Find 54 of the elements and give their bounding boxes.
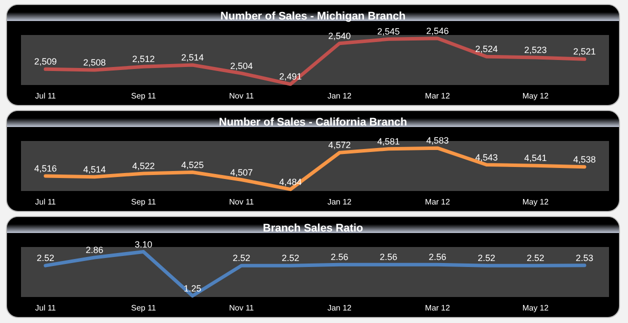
data-label: 2.52 <box>232 253 250 264</box>
chart-title: Branch Sales Ratio <box>262 222 364 234</box>
data-label: 2,546 <box>426 26 449 36</box>
data-label: 2,508 <box>83 58 106 68</box>
data-label: 2,521 <box>573 46 596 57</box>
chart-title: Number of Sales - Michigan Branch <box>220 10 406 22</box>
x-tick-label: Mar 12 <box>425 92 450 100</box>
data-label: 2,504 <box>230 60 253 71</box>
data-label: 2.56 <box>428 252 446 262</box>
x-tick-label: May 12 <box>522 198 550 206</box>
x-tick-label: Jul 11 <box>35 92 56 100</box>
data-label: 2.53 <box>576 252 594 263</box>
x-tick-label: Jul 11 <box>35 304 56 312</box>
x-tick-label: Jan 12 <box>327 92 352 100</box>
data-label: 4,543 <box>475 152 498 162</box>
data-label: 2,514 <box>181 52 204 62</box>
data-label: 2,524 <box>475 44 498 54</box>
data-label: 4,507 <box>230 167 253 178</box>
data-label: 4,516 <box>34 164 57 174</box>
x-tick-label: Mar 12 <box>425 198 450 206</box>
data-label: 3.10 <box>134 239 152 250</box>
x-tick-label: Nov 11 <box>229 92 254 100</box>
data-label: 4,538 <box>573 154 596 164</box>
data-label: 2.56 <box>330 252 348 262</box>
x-tick-label: Nov 11 <box>229 198 254 206</box>
data-label: 2.52 <box>36 253 54 264</box>
x-tick-label: Jan 12 <box>327 198 352 206</box>
data-label: 4,581 <box>377 136 400 146</box>
data-label: 2.86 <box>86 244 104 255</box>
chart-title: Number of Sales - California Branch <box>218 116 408 128</box>
data-label: 4,541 <box>524 153 547 164</box>
data-label: 2,523 <box>524 45 547 55</box>
x-tick-label: May 12 <box>522 304 550 312</box>
data-label: 2,545 <box>377 26 400 37</box>
data-label: 4,525 <box>181 160 204 170</box>
x-tick-label: Sep 11 <box>131 92 156 100</box>
data-label: 2.52 <box>282 253 300 264</box>
x-tick-label: Nov 11 <box>229 304 254 312</box>
data-label: 2,512 <box>132 54 155 64</box>
x-tick-label: Jan 12 <box>327 304 352 312</box>
x-tick-label: May 12 <box>522 92 550 100</box>
data-label: 4,583 <box>426 136 449 146</box>
data-label: 4,522 <box>132 161 155 171</box>
x-tick-label: Jul 11 <box>35 198 56 206</box>
data-label: 4,514 <box>83 164 106 174</box>
data-label: 2,540 <box>328 30 351 41</box>
x-tick-label: Mar 12 <box>425 304 450 312</box>
x-tick-label: Sep 11 <box>131 304 156 312</box>
x-tick-label: Sep 11 <box>131 198 156 206</box>
data-label: 4,572 <box>328 140 351 150</box>
data-label: 2,509 <box>34 56 57 67</box>
data-label: 2.52 <box>526 253 544 264</box>
data-label: 2.52 <box>478 253 496 264</box>
data-label: 2.56 <box>380 252 398 262</box>
